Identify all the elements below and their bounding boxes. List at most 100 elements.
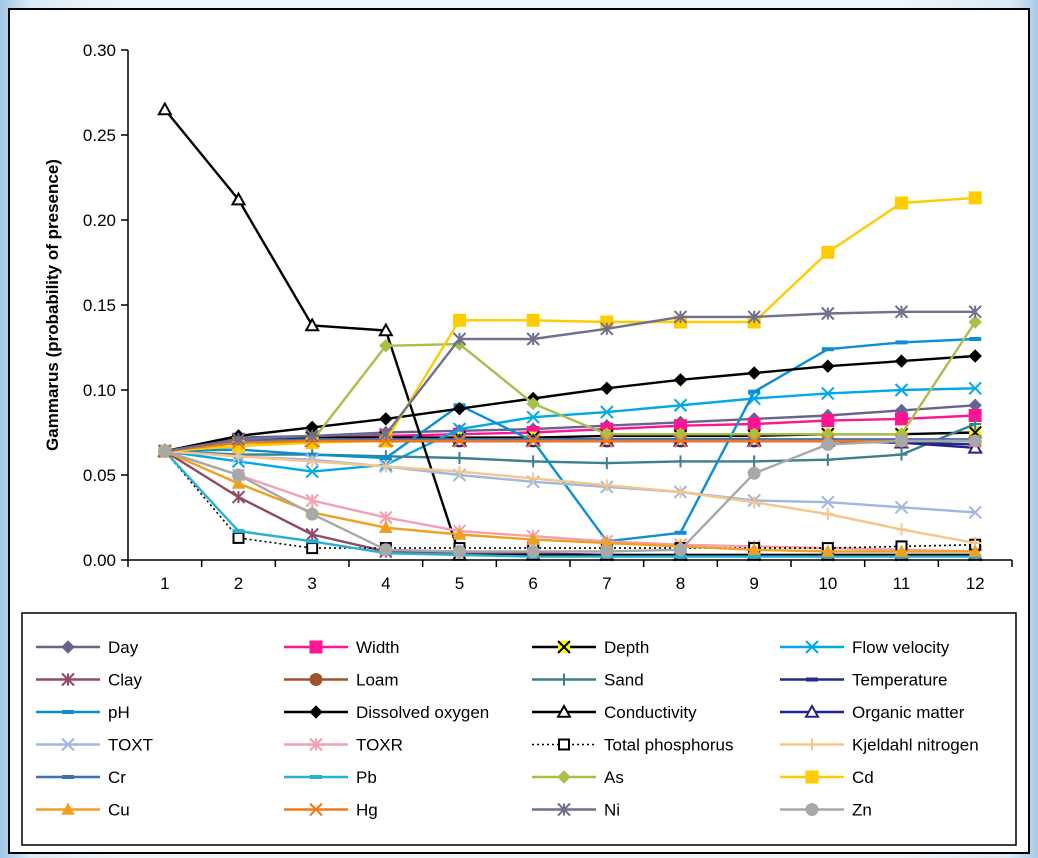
- legend-item: Organic matter: [780, 703, 965, 722]
- data-point: [748, 496, 761, 509]
- data-point: [157, 101, 173, 116]
- data-point: [748, 389, 761, 394]
- series-ni: [158, 305, 982, 458]
- data-point: [969, 337, 982, 341]
- data-point: [821, 306, 835, 321]
- legend-item: As: [532, 768, 624, 787]
- y-tick-label: 0.10: [83, 381, 116, 400]
- data-point: [821, 495, 835, 509]
- data-point: [747, 466, 761, 480]
- legend-label: As: [604, 768, 624, 787]
- legend-label: Hg: [356, 801, 378, 820]
- data-point: [747, 434, 761, 448]
- x-tick-label: 5: [455, 574, 464, 593]
- data-point: [895, 340, 908, 345]
- data-point: [305, 493, 319, 508]
- data-point: [805, 640, 819, 654]
- data-point: [61, 802, 75, 815]
- series-line: [164, 438, 976, 453]
- legend-item: Width: [284, 638, 399, 657]
- legend-label: Pb: [356, 768, 377, 787]
- legend-item: Dissolved oxygen: [284, 703, 489, 722]
- legend-item: Sand: [532, 671, 644, 690]
- data-point: [805, 803, 819, 816]
- series-line: [164, 337, 976, 543]
- data-point: [230, 191, 247, 206]
- legend-item: Total phosphorus: [532, 736, 733, 755]
- legend-label: TOXR: [356, 736, 403, 755]
- data-point: [673, 373, 688, 387]
- series-line: [164, 439, 976, 553]
- data-point: [894, 544, 909, 557]
- x-tick-label: 11: [893, 574, 911, 593]
- data-point: [968, 349, 982, 363]
- data-point: [379, 456, 392, 460]
- legend: Day Width Depth Flow velocity Clay Loam Sand Te…: [21, 612, 1017, 846]
- data-point: [305, 464, 319, 479]
- data-point: [527, 437, 540, 442]
- data-point: [600, 545, 614, 558]
- data-point: [600, 479, 613, 492]
- data-point: [62, 710, 74, 714]
- x-tick-label: 8: [676, 574, 685, 593]
- legend-item: Ni: [532, 801, 620, 820]
- legend-label: Zn: [852, 801, 872, 820]
- data-point: [526, 434, 540, 448]
- data-point: [61, 672, 75, 687]
- data-point: [820, 544, 835, 557]
- data-point: [895, 412, 908, 426]
- x-tick-label: 9: [749, 574, 758, 593]
- y-tick-label: 0.25: [83, 126, 116, 145]
- axes: 0.000.050.100.150.200.250.301 2 3 4 5 6 7 8 9 10 1…: [83, 41, 1013, 593]
- legend-item: Day: [36, 638, 139, 657]
- legend-box: [21, 612, 1017, 846]
- data-point: [305, 527, 319, 542]
- data-point: [748, 554, 761, 559]
- data-point: [747, 542, 762, 556]
- data-point: [158, 444, 172, 458]
- legend-item: Temperature: [780, 671, 947, 690]
- data-point: [968, 381, 982, 396]
- series-line: [164, 450, 976, 514]
- legend-label: pH: [108, 703, 130, 722]
- data-point: [306, 542, 319, 555]
- data-point: [232, 468, 245, 482]
- data-point: [894, 500, 909, 515]
- data-point: [61, 737, 75, 752]
- data-point: [453, 452, 466, 464]
- legend-item: Conductivity: [532, 703, 697, 722]
- x-tick-label: 7: [602, 574, 611, 593]
- data-point: [453, 437, 466, 442]
- data-point: [309, 802, 323, 817]
- series-line: [163, 108, 976, 557]
- data-point: [748, 455, 761, 468]
- data-point: [821, 508, 834, 521]
- data-point: [526, 545, 540, 558]
- legend-item: Hg: [284, 801, 378, 820]
- x-tick-label: 6: [528, 574, 537, 593]
- data-point: [306, 455, 319, 468]
- legend-label: Cd: [852, 768, 874, 787]
- legend-item: Cd: [780, 768, 874, 787]
- data-point: [452, 401, 467, 416]
- legend-label: Organic matter: [852, 703, 965, 722]
- data-point: [453, 465, 466, 478]
- data-point: [452, 332, 467, 346]
- data-point: [894, 354, 909, 368]
- legend-label: Depth: [604, 638, 649, 657]
- series-line: [163, 450, 976, 558]
- legend-item: TOXT: [36, 736, 153, 755]
- data-point: [806, 738, 818, 751]
- data-point: [558, 738, 570, 751]
- data-point: [673, 398, 688, 413]
- legend-label: Flow velocity: [852, 638, 950, 657]
- data-point: [821, 347, 834, 352]
- data-point: [747, 310, 761, 324]
- data-point: [600, 405, 614, 419]
- legend-label: Conductivity: [604, 703, 697, 722]
- data-point: [821, 437, 835, 451]
- x-tick-label: 1: [160, 574, 169, 593]
- data-point: [305, 507, 319, 521]
- series-cd: [158, 191, 982, 458]
- data-point: [821, 414, 835, 428]
